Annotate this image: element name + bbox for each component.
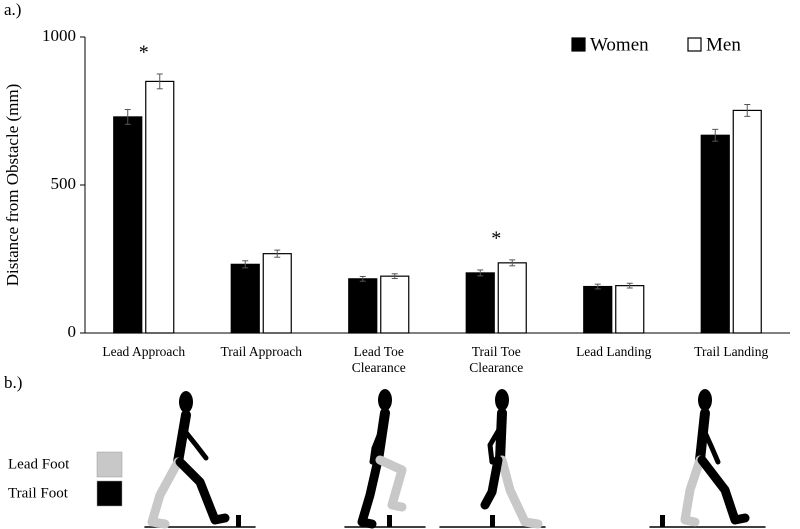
stick-figures	[144, 389, 766, 529]
bar	[615, 285, 645, 334]
error-bar	[477, 269, 484, 277]
legend-swatch	[571, 37, 586, 52]
y-tick-label: 500	[51, 174, 77, 193]
error-bar	[124, 109, 131, 125]
bar	[465, 272, 495, 334]
x-tick-label: Lead Landing	[576, 344, 652, 359]
x-tick-label: Trail Landing	[694, 344, 769, 359]
error-bar	[744, 103, 751, 117]
bar	[732, 109, 762, 334]
legend-label: Trail Foot	[8, 485, 69, 501]
error-bar	[156, 73, 163, 90]
y-axis-label: Distance from Obstacle (mm)	[3, 84, 22, 287]
error-bar	[509, 259, 516, 267]
legend-swatch	[687, 37, 702, 52]
bar	[497, 262, 527, 334]
legend-swatch	[96, 480, 123, 507]
error-bar	[242, 260, 249, 269]
legend-swatch	[96, 451, 123, 478]
y-tick-label: 0	[68, 322, 77, 341]
x-tick-label: Lead Approach	[102, 344, 186, 359]
bar	[380, 275, 410, 334]
x-tick-label: Trail Approach	[220, 344, 303, 359]
error-bar	[712, 128, 719, 142]
bar	[583, 285, 613, 334]
error-bar	[391, 273, 398, 280]
bar	[145, 80, 175, 334]
legend-label: Lead Foot	[8, 456, 70, 472]
bar	[262, 253, 292, 334]
bar	[230, 263, 260, 334]
x-tick-label: Trail Toe Clearance	[469, 344, 524, 375]
significance-marker: *	[139, 42, 149, 64]
bar	[348, 278, 378, 334]
bar	[113, 116, 143, 334]
error-bar	[594, 283, 601, 290]
error-bar	[274, 249, 281, 258]
legend-label: Women	[590, 34, 649, 55]
significance-marker: *	[491, 227, 501, 249]
error-bar	[626, 282, 633, 289]
legend-label: Men	[706, 34, 741, 55]
error-bar	[359, 275, 366, 282]
x-tick-label: Lead Toe Clearance	[351, 344, 406, 375]
bar	[700, 134, 730, 334]
y-tick-label: 1000	[42, 26, 76, 45]
panel-label: b.)	[4, 373, 23, 392]
panel-label: a.)	[4, 0, 22, 19]
